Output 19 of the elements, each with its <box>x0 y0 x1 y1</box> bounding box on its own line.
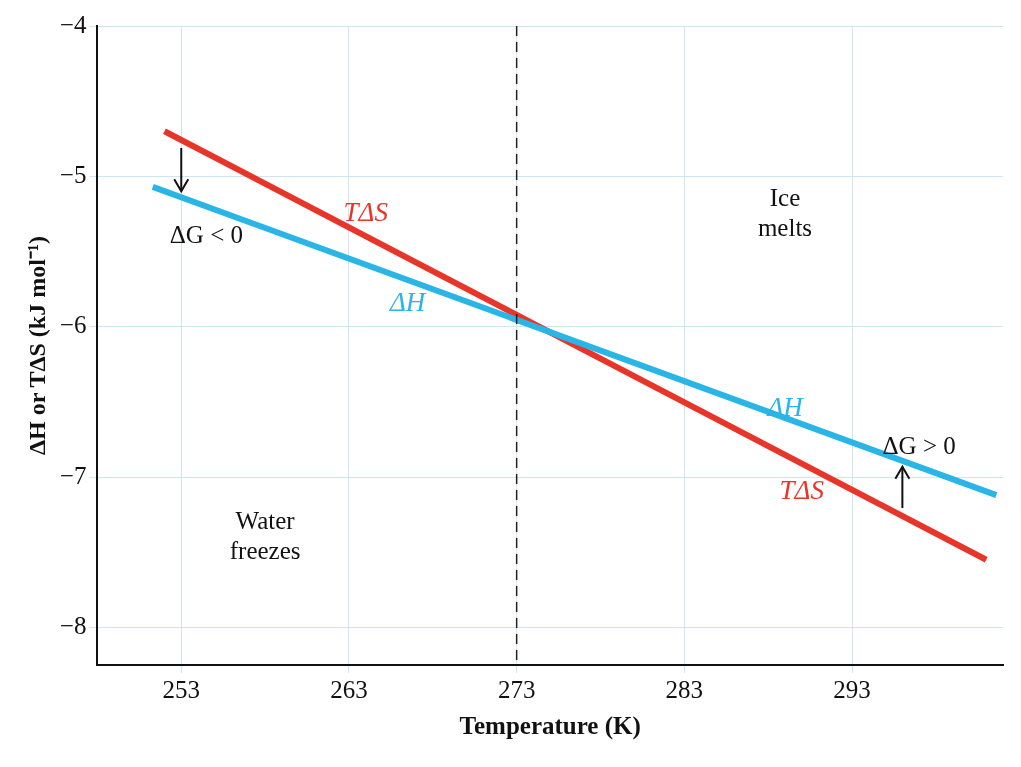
x-tick-label: 253 <box>162 675 200 703</box>
annotation: ΔG < 0 <box>169 221 244 249</box>
y-axis-title: ΔH or TΔS (kJ mol⁻¹) <box>23 235 50 456</box>
x-tick-label: 263 <box>330 675 368 703</box>
y-tick-label: −5 <box>59 160 87 188</box>
y-tick-label: −8 <box>59 611 87 639</box>
text: TΔS <box>343 197 388 228</box>
x-tick-label: 273 <box>497 675 536 703</box>
y-tick-label: −7 <box>59 461 87 489</box>
x-tick-label: 283 <box>665 675 704 703</box>
annotation: Water freezes <box>229 506 301 564</box>
series-label: ΔH <box>388 287 427 318</box>
annotation: ΔG > 0 <box>882 431 956 459</box>
y-tick-label: −6 <box>59 311 87 339</box>
y-tick-label: −4 <box>59 10 87 38</box>
x-tick-label: 293 <box>833 675 871 703</box>
series-label: TΔS <box>779 475 825 506</box>
annotation: Ice melts <box>757 183 813 241</box>
x-axis-title: Temperature (K) <box>459 712 641 741</box>
